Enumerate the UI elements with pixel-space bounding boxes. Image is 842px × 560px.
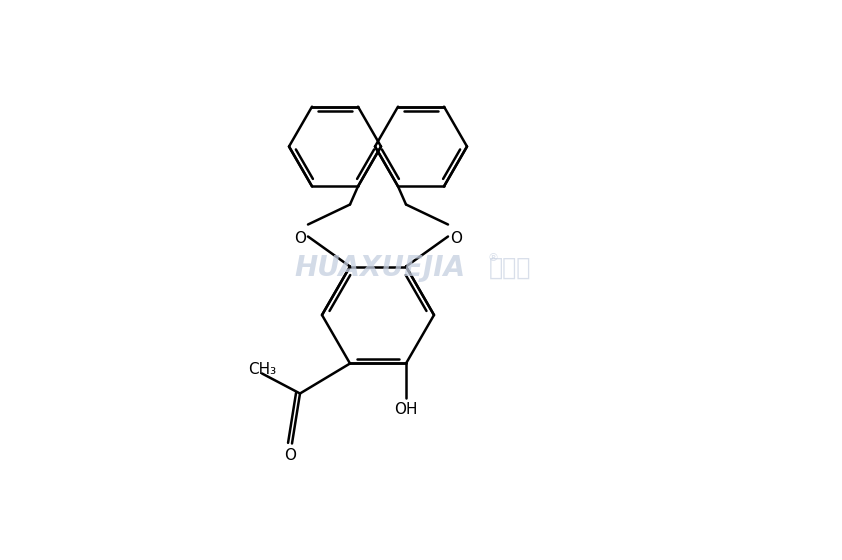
Text: O: O <box>284 449 296 464</box>
Text: CH₃: CH₃ <box>248 362 276 377</box>
Text: 化学加: 化学加 <box>489 256 531 280</box>
Text: O: O <box>294 231 306 246</box>
Text: HUAXUEJIA: HUAXUEJIA <box>295 254 466 282</box>
Text: OH: OH <box>394 403 418 418</box>
Text: O: O <box>450 231 462 246</box>
Text: ®: ® <box>488 253 498 263</box>
